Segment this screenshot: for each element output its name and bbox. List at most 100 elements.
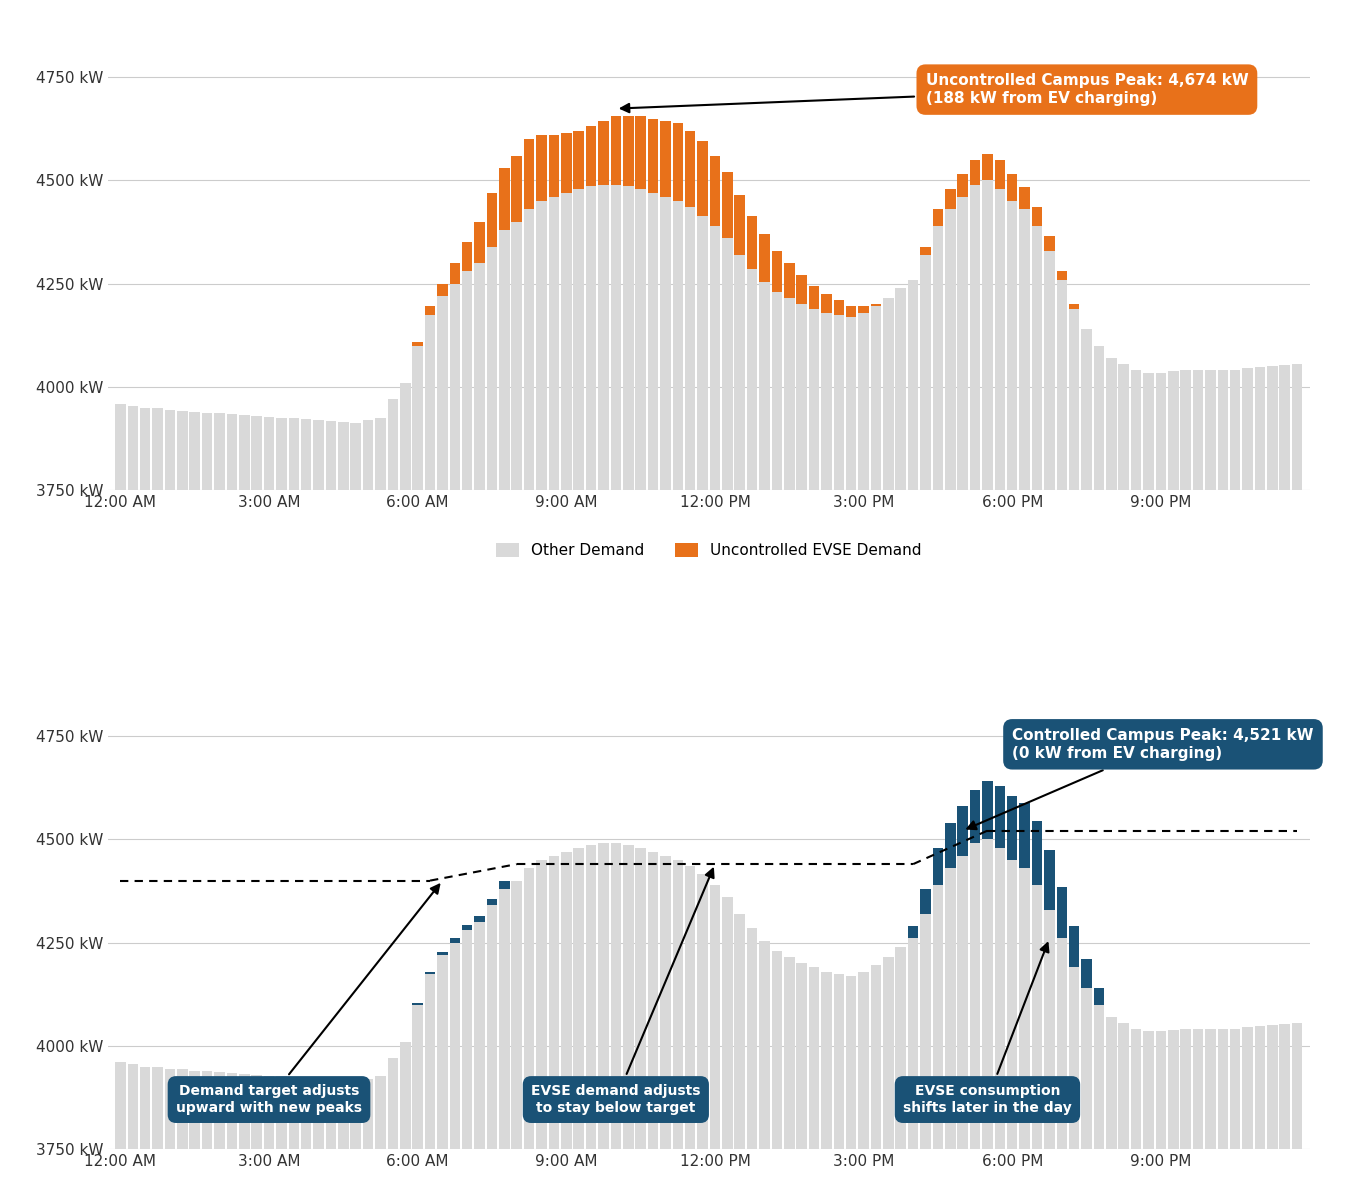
Bar	[983, 181, 992, 1197]
Bar	[562, 133, 571, 193]
Bar	[833, 315, 844, 1197]
Bar	[672, 201, 683, 1197]
Bar	[921, 913, 930, 1197]
Bar	[895, 947, 906, 1197]
Bar	[177, 411, 188, 1197]
Bar	[907, 926, 918, 938]
Bar	[462, 930, 472, 1197]
Bar	[450, 284, 460, 1197]
Bar	[1280, 365, 1291, 1197]
Bar	[710, 226, 720, 1197]
Bar	[1206, 1029, 1215, 1197]
Bar	[660, 856, 671, 1197]
Bar	[1168, 371, 1179, 1197]
Bar	[277, 418, 286, 1197]
Bar	[759, 235, 769, 281]
Bar	[1218, 371, 1228, 1197]
Bar	[1081, 329, 1092, 1197]
Bar	[363, 420, 374, 1197]
Bar	[1019, 803, 1030, 868]
Bar	[140, 1067, 150, 1197]
Bar	[921, 255, 930, 1197]
Bar	[153, 1068, 163, 1197]
Bar	[957, 807, 968, 856]
Bar	[437, 296, 448, 1197]
Bar	[957, 198, 968, 1197]
Bar	[500, 881, 510, 889]
Bar	[660, 121, 671, 198]
Bar	[809, 286, 819, 309]
Bar	[772, 950, 782, 1197]
Bar	[474, 916, 485, 922]
Bar	[933, 847, 944, 885]
Bar	[1118, 1023, 1129, 1197]
Bar	[1180, 1029, 1191, 1197]
Bar	[338, 421, 348, 1197]
Bar	[1031, 885, 1042, 1197]
Bar	[115, 1063, 126, 1197]
Bar	[462, 243, 472, 272]
Bar	[1057, 272, 1066, 280]
Bar	[425, 306, 435, 315]
Bar	[1031, 821, 1042, 885]
Text: Uncontrolled Campus Peak: 4,674 kW
(188 kW from EV charging): Uncontrolled Campus Peak: 4,674 kW (188 …	[621, 73, 1249, 113]
Bar	[277, 1076, 286, 1197]
Bar	[945, 209, 956, 1197]
Bar	[821, 294, 832, 312]
Bar	[474, 221, 485, 263]
Bar	[883, 298, 894, 1197]
Bar	[115, 403, 126, 1197]
Text: Controlled Campus Peak: 4,521 kW
(0 kW from EV charging): Controlled Campus Peak: 4,521 kW (0 kW f…	[968, 728, 1314, 830]
Bar	[796, 304, 807, 1197]
Legend: Other Demand, Uncontrolled EVSE Demand: Other Demand, Uncontrolled EVSE Demand	[490, 537, 927, 565]
Bar	[969, 844, 980, 1197]
Bar	[957, 856, 968, 1197]
Bar	[907, 938, 918, 1197]
Bar	[400, 1041, 410, 1197]
Bar	[1230, 370, 1241, 1197]
Bar	[450, 942, 460, 1197]
Bar	[536, 135, 547, 201]
Bar	[698, 875, 707, 1197]
Bar	[1218, 1029, 1228, 1197]
Bar	[610, 116, 621, 184]
Bar	[375, 418, 386, 1197]
Bar	[1007, 201, 1018, 1197]
Bar	[784, 958, 795, 1197]
Bar	[153, 408, 163, 1197]
Bar	[1007, 859, 1018, 1197]
Bar	[636, 116, 645, 189]
Bar	[437, 284, 448, 296]
Bar	[1254, 367, 1265, 1197]
Bar	[474, 922, 485, 1197]
Bar	[1280, 1023, 1291, 1197]
Bar	[412, 346, 423, 1197]
Bar	[957, 175, 968, 198]
Bar	[1268, 366, 1277, 1197]
Bar	[536, 859, 547, 1197]
Bar	[1007, 175, 1018, 201]
Bar	[1292, 364, 1303, 1197]
Bar	[251, 415, 262, 1197]
Bar	[1193, 1029, 1203, 1197]
Bar	[636, 847, 645, 1197]
Bar	[289, 1077, 300, 1197]
Bar	[1057, 938, 1066, 1197]
Bar	[859, 306, 869, 312]
Text: EVSE consumption
shifts later in the day: EVSE consumption shifts later in the day	[903, 943, 1072, 1114]
Bar	[1268, 1025, 1277, 1197]
Bar	[772, 292, 782, 1197]
Bar	[995, 189, 1006, 1197]
Bar	[1031, 207, 1042, 226]
Text: EVSE demand adjusts
to stay below target: EVSE demand adjusts to stay below target	[531, 869, 714, 1114]
Bar	[375, 1076, 386, 1197]
Bar	[487, 193, 497, 247]
Bar	[796, 275, 807, 304]
Bar	[239, 415, 250, 1197]
Bar	[1057, 887, 1066, 938]
Bar	[586, 127, 597, 187]
Bar	[351, 1081, 360, 1197]
Bar	[165, 409, 176, 1197]
Bar	[672, 123, 683, 201]
Bar	[202, 413, 212, 1197]
